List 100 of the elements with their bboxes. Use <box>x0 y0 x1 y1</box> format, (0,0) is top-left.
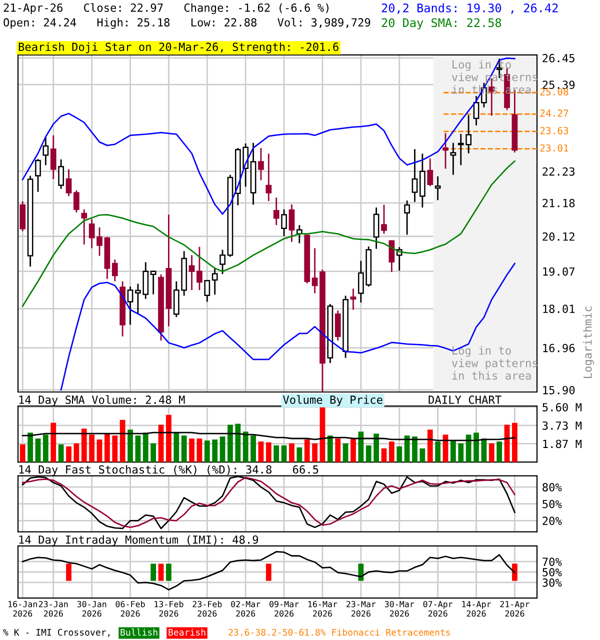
bar <box>258 441 264 462</box>
line-series <box>22 160 516 307</box>
bar <box>42 434 48 462</box>
candlestick <box>427 158 434 187</box>
text: 23.6-38.2-50-61.8% Fibonacci Retracements <box>228 628 450 636</box>
chart-title: 21-Apr-26 Close: 22.97 Change: -1.62 (-6.6 %) <box>4 3 328 14</box>
candlestick <box>373 206 380 250</box>
bar <box>358 432 364 462</box>
bar <box>504 424 510 462</box>
candlestick <box>150 270 156 296</box>
candlestick <box>442 132 448 170</box>
candlestick <box>88 218 95 249</box>
bar <box>412 436 418 462</box>
candlestick <box>196 246 202 291</box>
chart-subtitle: Open: 24.24 High: 25.18 Low: 22.88 Vol: 3,989,729 <box>4 18 370 29</box>
bar <box>366 445 372 462</box>
bar <box>28 432 33 462</box>
y-tick-label: 15.90 <box>543 386 575 394</box>
bar <box>466 434 472 462</box>
candlestick <box>74 190 80 214</box>
candlestick <box>434 176 441 201</box>
text: 20,2 Bands: 19.30 , 26.42 <box>382 3 558 14</box>
chart-title: 14 Day Intraday Momentum (IMI): 48.9 <box>19 535 258 546</box>
bar <box>196 438 202 462</box>
bar <box>135 436 141 462</box>
bar <box>96 439 102 462</box>
chart-title: 14 Day SMA Volume: 2.48 M <box>19 395 185 406</box>
bar <box>496 441 502 462</box>
x-tick-label: 16-Mar 2026 <box>308 600 338 617</box>
bar <box>388 441 394 462</box>
bar <box>50 422 56 462</box>
bar <box>181 436 187 462</box>
x-tick-label: 06-Feb 2026 <box>116 600 145 617</box>
ref-line-label: 23.63 <box>540 126 568 134</box>
y-tick-label: 1.87 M <box>543 440 582 448</box>
text: Bearish <box>168 628 206 636</box>
y-tick-label: 25.39 <box>542 80 575 90</box>
text: 20 Day SMA: 22.58 <box>382 18 502 30</box>
y-axis-title: Logarithmic <box>583 306 594 378</box>
candlestick <box>20 200 26 232</box>
y-tick-label: 30% <box>542 578 562 587</box>
candlestick <box>473 95 480 126</box>
y-tick-label: 3.73 M <box>542 421 582 430</box>
bar <box>220 436 226 462</box>
bar <box>58 444 64 462</box>
bar <box>112 436 118 462</box>
text: Bearish Doji Star on 20-Mar-26, Strength: -201.6 <box>18 42 338 54</box>
bar <box>435 441 441 462</box>
bar <box>289 443 294 462</box>
x-tick-label: 30-Mar 2026 <box>384 600 414 617</box>
y-tick-label: 19.07 <box>543 267 574 276</box>
bar <box>142 432 148 462</box>
y-tick-label: 20.12 <box>542 232 574 241</box>
candlestick <box>412 148 418 203</box>
y-tick-label: 21.18 <box>542 198 575 208</box>
line-series <box>22 432 516 442</box>
bar <box>296 447 302 462</box>
candlestick <box>212 266 218 296</box>
bar <box>35 438 41 462</box>
y-tick-label: 20% <box>542 516 562 526</box>
y-tick-label: 26.45 <box>542 54 574 62</box>
bar <box>304 439 310 462</box>
text: DAILY CHART <box>428 396 502 404</box>
candlestick <box>81 208 88 246</box>
candlestick <box>273 196 280 226</box>
bar <box>250 436 256 462</box>
x-tick-label: 02-Mar 2026 <box>231 600 260 617</box>
candlestick <box>281 208 287 237</box>
bar <box>120 420 126 462</box>
bar <box>327 436 333 462</box>
candlestick <box>112 258 118 282</box>
x-tick-label: 07-Apr 2026 <box>423 600 453 617</box>
bar <box>189 438 194 462</box>
bar <box>89 434 95 462</box>
candlestick <box>312 247 318 294</box>
candlestick <box>204 279 210 303</box>
candlestick <box>220 249 226 275</box>
bar <box>266 442 272 462</box>
x-tick-label: 23-Mar 2026 <box>346 600 376 617</box>
bar <box>281 445 287 462</box>
bar <box>66 446 72 462</box>
bar <box>174 432 180 462</box>
bar <box>150 443 156 462</box>
candlestick <box>188 254 195 291</box>
bar <box>204 440 210 462</box>
bar <box>488 443 494 462</box>
bar <box>274 445 280 462</box>
y-tick-label: 50% <box>542 568 562 576</box>
candlestick <box>381 204 387 234</box>
candlestick <box>258 147 264 181</box>
text: Bullish <box>120 628 158 636</box>
y-tick-label: 5.60 M <box>542 403 582 412</box>
bar <box>450 440 456 462</box>
x-tick-label: 16-Jan 2026 <box>8 600 37 617</box>
bar <box>128 430 133 462</box>
ref-line-label: 25.08 <box>540 88 568 96</box>
ref-line-label: 24.27 <box>540 110 568 117</box>
x-tick-label: 13-Feb 2026 <box>154 600 184 617</box>
y-tick-label: 80% <box>542 483 562 492</box>
bar <box>74 443 80 462</box>
